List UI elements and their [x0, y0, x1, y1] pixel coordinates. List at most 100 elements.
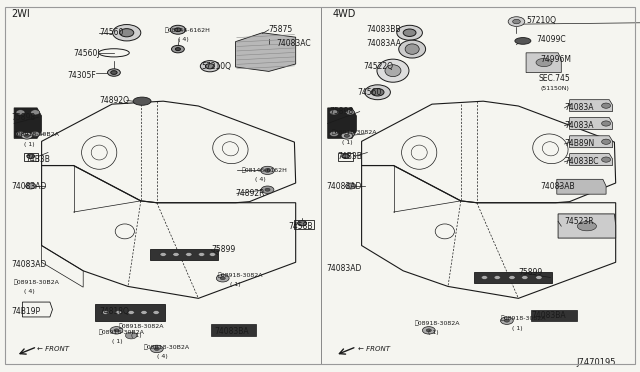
Text: ( 1): ( 1) [230, 282, 241, 287]
Circle shape [172, 45, 184, 53]
Circle shape [342, 154, 349, 158]
Text: 57210Q: 57210Q [526, 16, 556, 25]
Circle shape [141, 311, 147, 314]
Circle shape [330, 131, 339, 137]
Text: 74560: 74560 [99, 28, 124, 37]
Text: ( 4): ( 4) [24, 289, 35, 294]
Circle shape [602, 139, 611, 144]
Circle shape [481, 276, 488, 279]
Circle shape [209, 253, 216, 256]
Circle shape [422, 327, 435, 334]
Polygon shape [558, 214, 616, 238]
Text: 75875: 75875 [269, 25, 293, 34]
Circle shape [175, 28, 181, 32]
Circle shape [403, 29, 416, 36]
Polygon shape [95, 304, 165, 321]
Ellipse shape [536, 58, 552, 67]
Circle shape [500, 317, 513, 324]
Text: ( 1): ( 1) [512, 326, 523, 331]
Text: 74560J: 74560J [74, 49, 100, 58]
Circle shape [198, 253, 205, 256]
Text: 74083A: 74083A [564, 103, 594, 112]
Polygon shape [236, 33, 296, 71]
Circle shape [265, 188, 270, 191]
Text: 74B89N: 74B89N [564, 140, 595, 148]
Polygon shape [150, 249, 218, 260]
Circle shape [120, 29, 134, 37]
Ellipse shape [515, 38, 531, 44]
Circle shape [344, 134, 349, 137]
Text: Ⓝ08B18-30B2A: Ⓝ08B18-30B2A [144, 344, 190, 350]
Text: 74083AC: 74083AC [276, 39, 311, 48]
Text: ← FRONT: ← FRONT [358, 346, 390, 352]
Text: Ⓝ08918-30B2A: Ⓝ08918-30B2A [99, 329, 145, 335]
Circle shape [260, 166, 275, 174]
Ellipse shape [577, 221, 596, 231]
Text: 74522Q: 74522Q [364, 62, 394, 71]
Text: 4WD: 4WD [333, 9, 356, 19]
Polygon shape [570, 154, 612, 166]
Polygon shape [474, 272, 552, 283]
Text: ( 4): ( 4) [255, 177, 266, 182]
Circle shape [170, 25, 186, 34]
Circle shape [153, 311, 159, 314]
Circle shape [346, 110, 355, 115]
Circle shape [26, 183, 36, 189]
Polygon shape [570, 118, 612, 129]
Ellipse shape [377, 59, 409, 82]
Text: 74818Q: 74818Q [99, 307, 129, 316]
Circle shape [113, 25, 141, 41]
Circle shape [508, 17, 525, 26]
Circle shape [261, 186, 274, 193]
Circle shape [298, 221, 307, 226]
Text: 74523R: 74523R [564, 217, 594, 226]
Circle shape [24, 134, 29, 137]
Text: 74083BB: 74083BB [366, 25, 401, 34]
Circle shape [494, 276, 500, 279]
Text: 74083AD: 74083AD [326, 182, 362, 190]
Circle shape [330, 110, 339, 115]
Circle shape [111, 71, 117, 74]
Text: ← FRONT: ← FRONT [37, 346, 69, 352]
Text: 74996M: 74996M [541, 55, 572, 64]
Text: ( 1): ( 1) [112, 339, 123, 344]
Ellipse shape [385, 65, 401, 77]
Circle shape [102, 311, 109, 314]
Circle shape [160, 253, 166, 256]
Circle shape [602, 121, 611, 126]
Circle shape [346, 131, 355, 137]
Text: Ⓝ08146-6162H: Ⓝ08146-6162H [165, 27, 211, 33]
Text: 74083AD: 74083AD [12, 182, 47, 190]
Circle shape [31, 110, 40, 115]
Text: Ⓝ08918-30B2A: Ⓝ08918-30B2A [14, 279, 60, 285]
Text: 75898: 75898 [12, 113, 36, 122]
Circle shape [16, 131, 25, 137]
Circle shape [200, 61, 220, 72]
Polygon shape [557, 179, 606, 194]
Circle shape [128, 311, 134, 314]
Circle shape [220, 277, 225, 280]
Text: (51150N): (51150N) [541, 86, 570, 91]
Circle shape [150, 345, 163, 353]
Circle shape [602, 103, 611, 108]
Circle shape [186, 253, 192, 256]
Text: 2WI: 2WI [12, 9, 30, 19]
Text: 74083AD: 74083AD [12, 260, 47, 269]
Polygon shape [570, 136, 612, 148]
Text: 74083AA: 74083AA [366, 39, 401, 48]
Text: Ⓝ08918-3082A: Ⓝ08918-3082A [118, 323, 164, 329]
Circle shape [154, 347, 159, 350]
Polygon shape [570, 100, 612, 112]
Text: 74083BA: 74083BA [531, 311, 566, 320]
Circle shape [21, 132, 33, 139]
Text: ( 1): ( 1) [342, 140, 353, 145]
Circle shape [346, 183, 356, 189]
Text: 74560: 74560 [357, 88, 381, 97]
Text: 74099C: 74099C [536, 35, 566, 44]
Text: 74083A: 74083A [564, 121, 594, 130]
Text: Ⓝ08918-30B2A: Ⓝ08918-30B2A [14, 132, 60, 138]
Text: 74B3B: 74B3B [26, 155, 51, 164]
Text: Ⓝ08918-3082A: Ⓝ08918-3082A [332, 129, 377, 135]
Ellipse shape [399, 40, 426, 58]
Text: 75898: 75898 [330, 107, 354, 116]
